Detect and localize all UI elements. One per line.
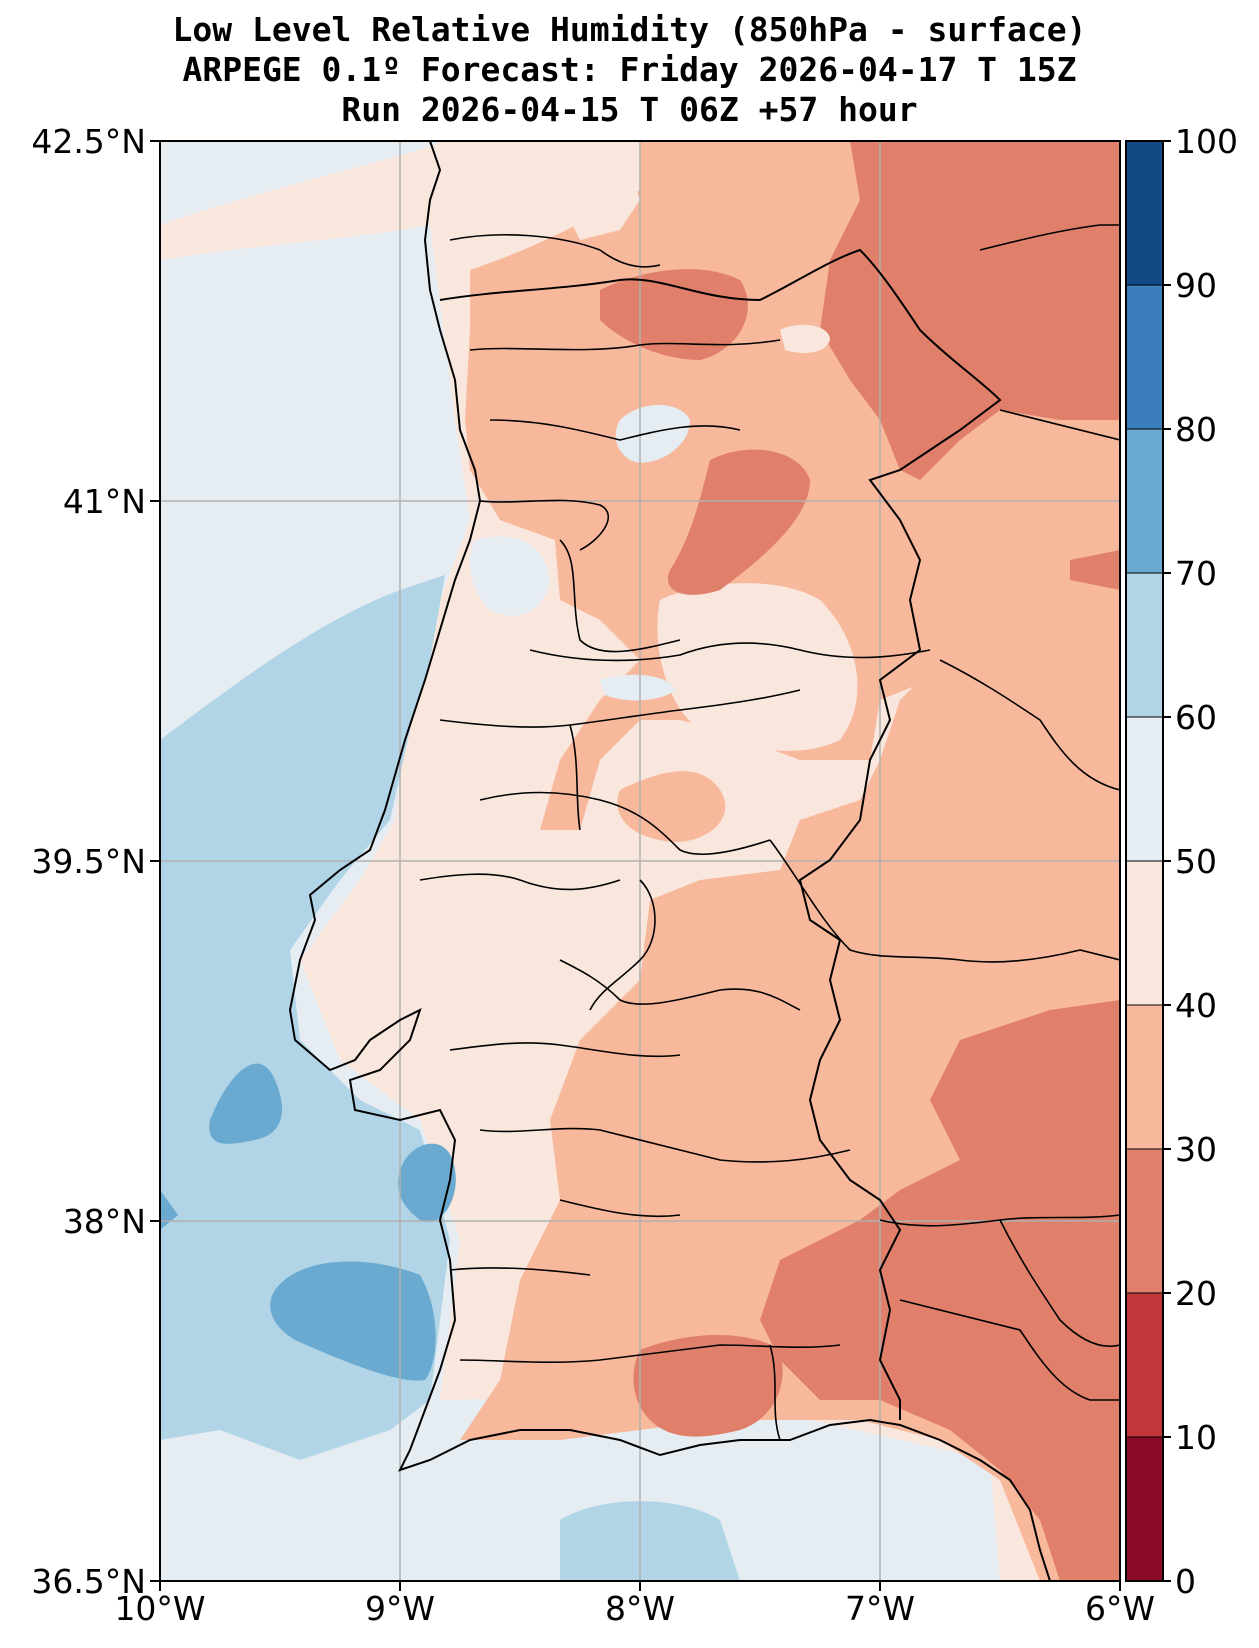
colorbar-segment	[1126, 1149, 1163, 1294]
humidity-light-40-50-north	[657, 583, 858, 751]
colorbar-tick-label: 40	[1175, 986, 1217, 1025]
title-line-2: ARPEGE 0.1º Forecast: Friday 2026-04-17 …	[182, 50, 1077, 89]
humidity-patch-70-80-a	[209, 1063, 283, 1144]
title-line-1: Low Level Relative Humidity (850hPa - su…	[172, 10, 1087, 49]
colorbar-tick-label: 70	[1175, 554, 1217, 593]
colorbar-tick-label: 0	[1175, 1562, 1196, 1601]
colorbar-tick-label: 80	[1175, 410, 1217, 449]
colorbar-segment	[1126, 1293, 1163, 1438]
humidity-light-40-50-band	[560, 141, 640, 240]
region-borders	[419, 224, 1120, 1441]
humidity-patch-70-80-d	[160, 1190, 178, 1230]
colorbar-segment	[1126, 1437, 1163, 1582]
colorbar-tick-label: 30	[1175, 1130, 1217, 1169]
colorbar: 0 10 20 30 40 50 60 70 80 90 100	[1125, 122, 1238, 1601]
humidity-dry-20-30-east-strip	[1070, 550, 1120, 590]
colorbar-tick-label: 90	[1175, 266, 1217, 305]
lon-tick-label: 6°W	[1085, 1589, 1155, 1628]
lat-tick-label: 42.5°N	[31, 122, 146, 161]
lon-tick-label: 9°W	[365, 1589, 435, 1628]
colorbar-segment	[1126, 861, 1163, 1006]
lon-tick-label: 8°W	[605, 1589, 675, 1628]
map-area[interactable]	[160, 141, 1120, 1581]
humidity-light-patch-b	[615, 405, 690, 463]
humidity-dry-20-30-se	[760, 1000, 1120, 1581]
humidity-dry-20-30-center	[668, 449, 810, 595]
colorbar-segment	[1126, 573, 1163, 718]
lat-tick-label: 36.5°N	[31, 1562, 146, 1601]
lon-tick-label: 10°W	[114, 1589, 205, 1628]
humidity-light-patch-c	[470, 536, 550, 616]
humidity-ocean-60-70	[160, 575, 450, 1460]
colorbar-frame	[1125, 140, 1164, 1582]
map-gridlines	[160, 141, 1120, 1581]
colorbar-tick-label: 50	[1175, 842, 1217, 881]
lat-tick-label: 38°N	[63, 1202, 146, 1241]
humidity-light-patch-d	[600, 674, 675, 701]
colorbar-tick-label: 100	[1175, 122, 1238, 161]
colorbar-segment	[1126, 429, 1163, 574]
humidity-patch-70-80-b	[398, 1143, 456, 1222]
title-line-3: Run 2026-04-15 T 06Z +57 hour	[341, 90, 918, 129]
colorbar-tick-label: 10	[1175, 1418, 1217, 1457]
colorbar-segment	[1126, 717, 1163, 862]
colorbar-tick-label: 20	[1175, 1274, 1217, 1313]
colorbar-segment	[1126, 141, 1163, 286]
humidity-ocean-50-60-north	[160, 141, 440, 225]
humidity-south-60-70	[560, 1501, 740, 1581]
colorbar-segment	[1126, 285, 1163, 430]
border-portugal-spain	[439, 248, 1002, 1420]
coastline	[288, 141, 1051, 1581]
colorbar-tick-label: 60	[1175, 698, 1217, 737]
humidity-light-patch-a	[780, 324, 830, 353]
humidity-dry-30-40-center	[617, 771, 726, 842]
humidity-dry-20-30-north-center	[600, 269, 748, 360]
axis-tick-marks	[150, 140, 1121, 1591]
lat-tick-label: 41°N	[63, 482, 146, 521]
humidity-dry-20-30-ne	[820, 141, 1120, 480]
humidity-patch-70-80-c	[270, 1261, 436, 1381]
lat-tick-label: 39.5°N	[31, 842, 146, 881]
lon-tick-label: 7°W	[845, 1589, 915, 1628]
colorbar-segment	[1126, 1005, 1163, 1150]
humidity-dry-20-30-south	[633, 1335, 783, 1437]
